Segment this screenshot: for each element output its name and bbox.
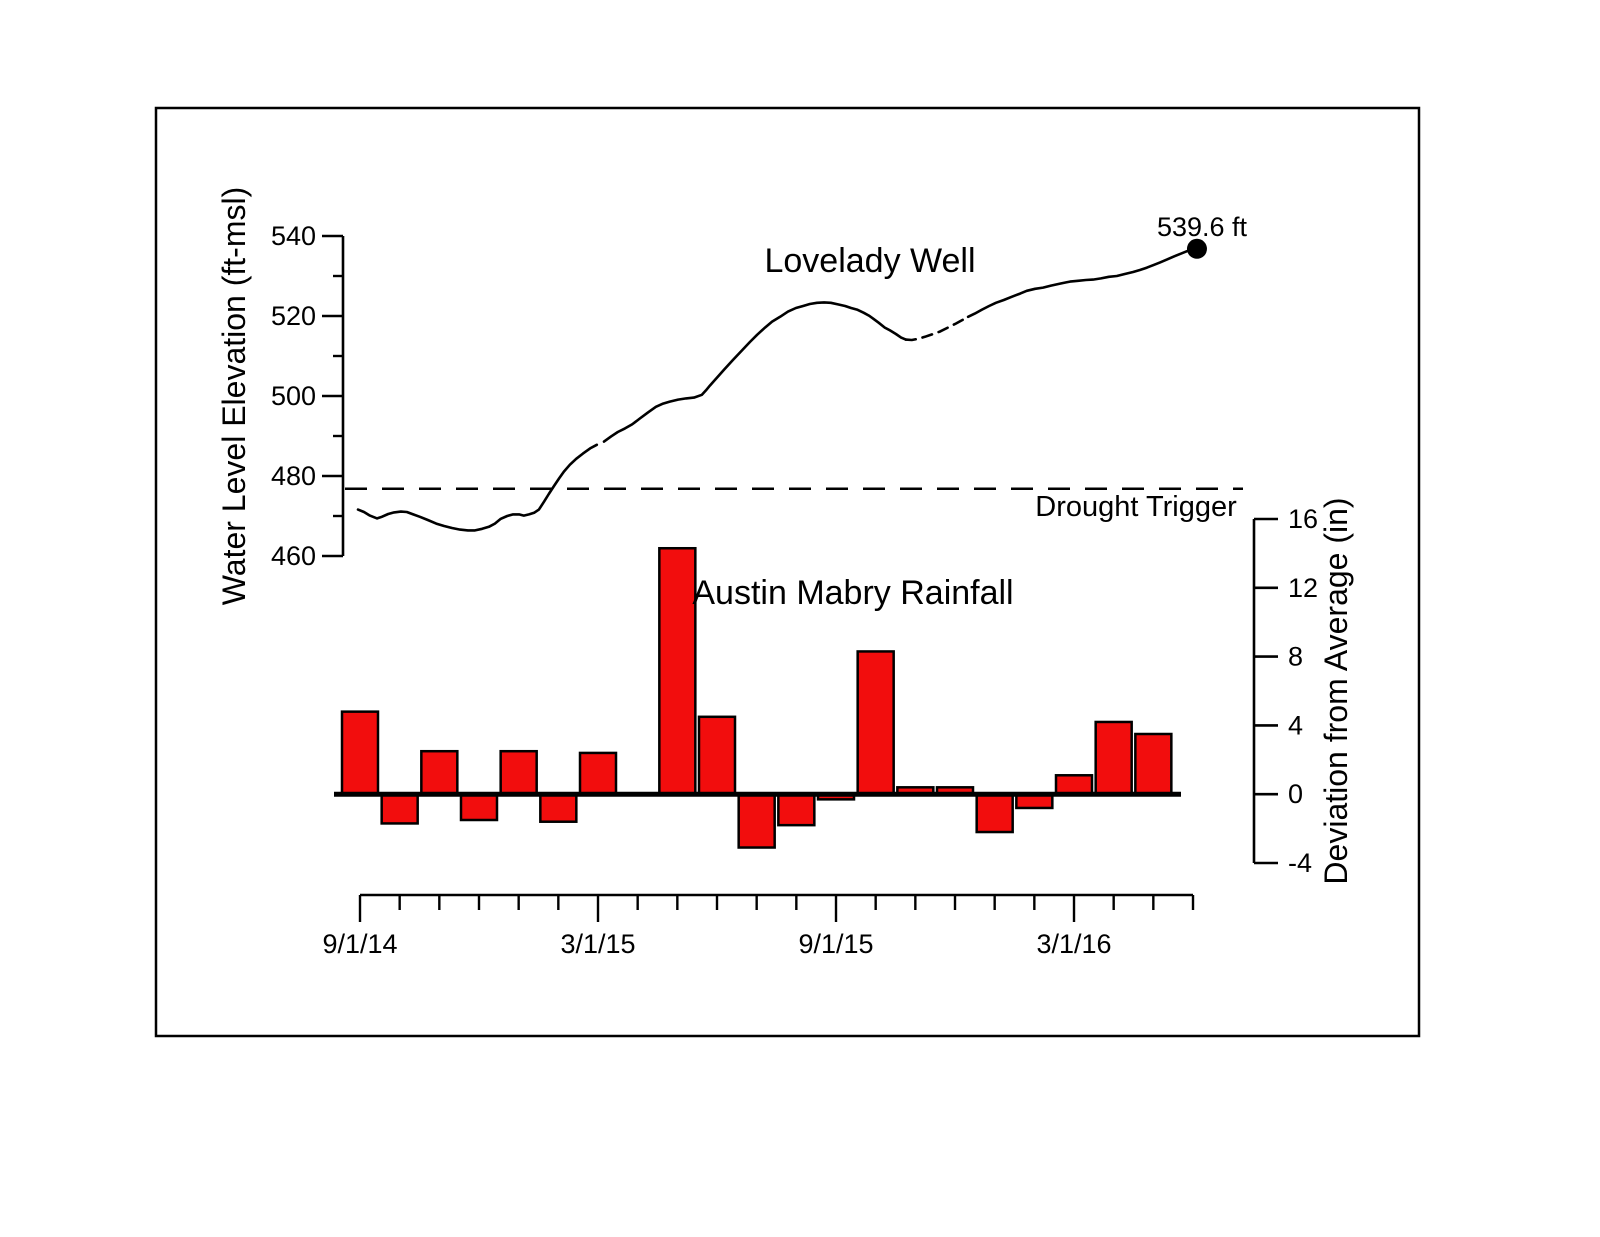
- left-axis-tick-label: 520: [271, 301, 316, 331]
- right-axis-tick-label: 4: [1288, 710, 1303, 740]
- hydrograph-segment-3: [904, 315, 970, 342]
- figure-border: [154, 106, 1421, 1038]
- bar-5/16: [1134, 732, 1173, 796]
- bar-8/15: [777, 792, 816, 827]
- right-axis-tick-label: 12: [1288, 573, 1318, 603]
- bar-10/15: [856, 650, 895, 796]
- bar-2/15: [539, 792, 578, 823]
- hydrograph-segment-4: [966, 247, 1199, 319]
- bar-6/15: [697, 715, 737, 796]
- bar-4/16: [1094, 720, 1133, 796]
- end-value-annotation: 539.6 ft: [1157, 212, 1248, 242]
- hydrograph-segment-1: [356, 443, 599, 532]
- bar-11/14: [420, 749, 459, 796]
- x-axis-date-label: 9/1/15: [798, 929, 873, 959]
- left-axis-tick-label: 500: [271, 381, 316, 411]
- left-axis-title: Water Level Elevation (ft-msl): [216, 187, 252, 605]
- left-axis-tick-label: 480: [271, 461, 316, 491]
- hydrograph-segment-2: [602, 301, 908, 443]
- bar-10/14: [380, 792, 419, 825]
- right-axis-tick-label: 0: [1288, 779, 1303, 809]
- bar-5/15: [658, 546, 697, 796]
- right-axis-tick-label: 8: [1288, 642, 1303, 672]
- rain-chart-title: Austin Mabry Rainfall: [692, 574, 1013, 612]
- well-chart-title: Lovelady Well: [764, 242, 975, 280]
- bar-7/15: [737, 792, 776, 849]
- drought-trigger-label: Drought Trigger: [1035, 491, 1237, 523]
- right-axis: 16 12 8 4 0 -4: [1252, 504, 1318, 878]
- x-axis-date-label: 9/1/14: [322, 929, 397, 959]
- left-axis-tick-label: 460: [271, 541, 316, 571]
- right-axis-tick-label: -4: [1288, 848, 1312, 878]
- bar-3/16: [1054, 774, 1094, 796]
- end-point-marker: [1186, 238, 1207, 259]
- bar-1/15: [499, 749, 538, 796]
- bar-1/16: [975, 792, 1014, 834]
- bar-12/14: [459, 792, 499, 822]
- bar-9/14: [340, 710, 380, 796]
- well-hydrograph: [356, 238, 1207, 532]
- left-axis-tick-label: 540: [271, 221, 316, 251]
- bar-3/15: [578, 751, 618, 796]
- left-axis: 540 520 500 480 460: [271, 221, 345, 571]
- right-axis-title: Deviation from Average (in): [1318, 497, 1354, 884]
- x-axis-date-label: 3/1/16: [1036, 929, 1111, 959]
- x-axis-date-label: 3/1/15: [560, 929, 635, 959]
- x-axis: 9/1/14 3/1/15 9/1/15 3/1/16: [322, 893, 1195, 959]
- right-axis-tick-label: 16: [1288, 504, 1318, 534]
